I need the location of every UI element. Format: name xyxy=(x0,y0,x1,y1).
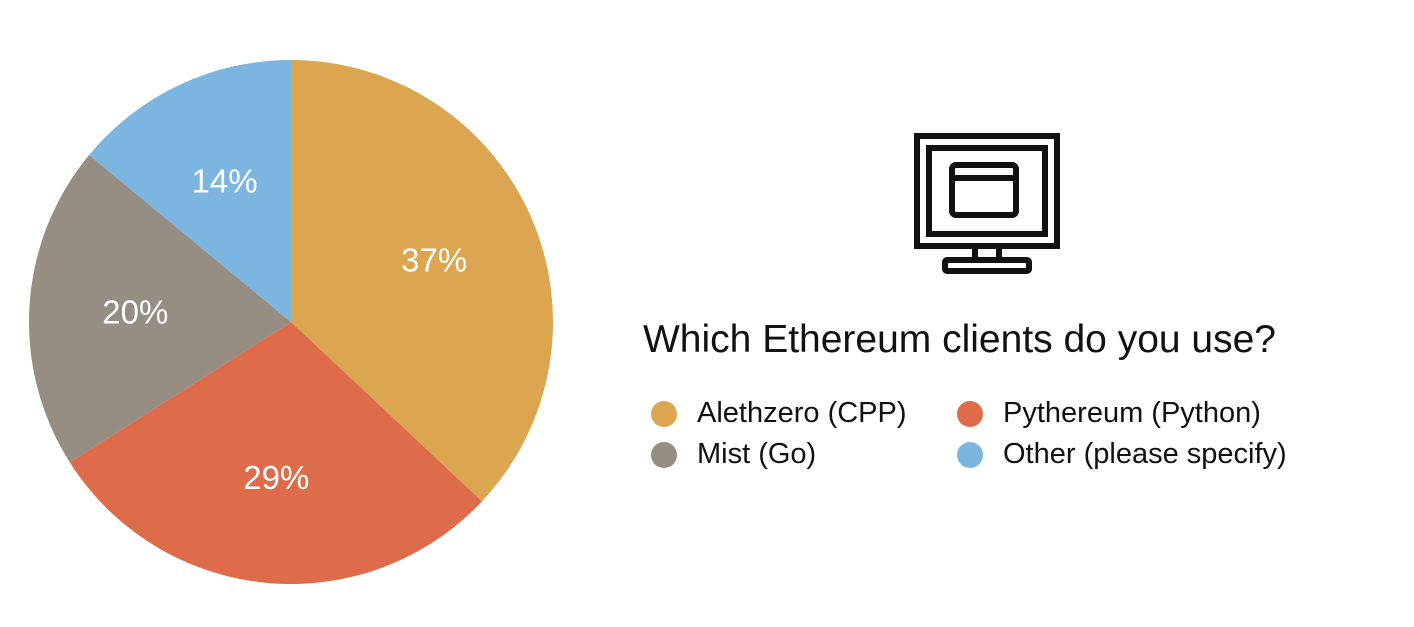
pie-chart: 37% 29% 20% 14% xyxy=(28,60,553,584)
slice-label-pythereum: 29% xyxy=(243,459,309,496)
monitor-icon xyxy=(914,133,1060,274)
pie-slice-mist xyxy=(28,154,291,463)
legend-label-other: Other (please specify) xyxy=(1003,438,1287,470)
pie-slice-pythereum xyxy=(69,322,482,584)
legend-item-mist: Mist (Go) xyxy=(651,438,816,471)
slice-label-other: 14% xyxy=(192,162,258,199)
legend-swatch-mist xyxy=(651,441,677,468)
slice-label-mist: 20% xyxy=(102,294,168,331)
pie-slice-other xyxy=(89,60,291,322)
slice-label-alethzero: 37% xyxy=(401,242,467,279)
chart-title: Which Ethereum clients do you use? xyxy=(643,318,1276,361)
legend-label-mist: Mist (Go) xyxy=(697,438,817,470)
legend-swatch-other xyxy=(957,441,983,468)
legend-item-pythereum: Pythereum (Python) xyxy=(957,397,1261,430)
legend-swatch-pythereum xyxy=(957,400,983,427)
legend-label-pythereum: Pythereum (Python) xyxy=(1003,397,1261,429)
pie-slice-alethzero xyxy=(291,60,553,502)
legend-item-other: Other (please specify) xyxy=(957,438,1287,471)
legend-label-alethzero: Alethzero (CPP) xyxy=(697,397,907,429)
legend-swatch-alethzero xyxy=(651,400,677,427)
legend-item-alethzero: Alethzero (CPP) xyxy=(651,397,907,430)
